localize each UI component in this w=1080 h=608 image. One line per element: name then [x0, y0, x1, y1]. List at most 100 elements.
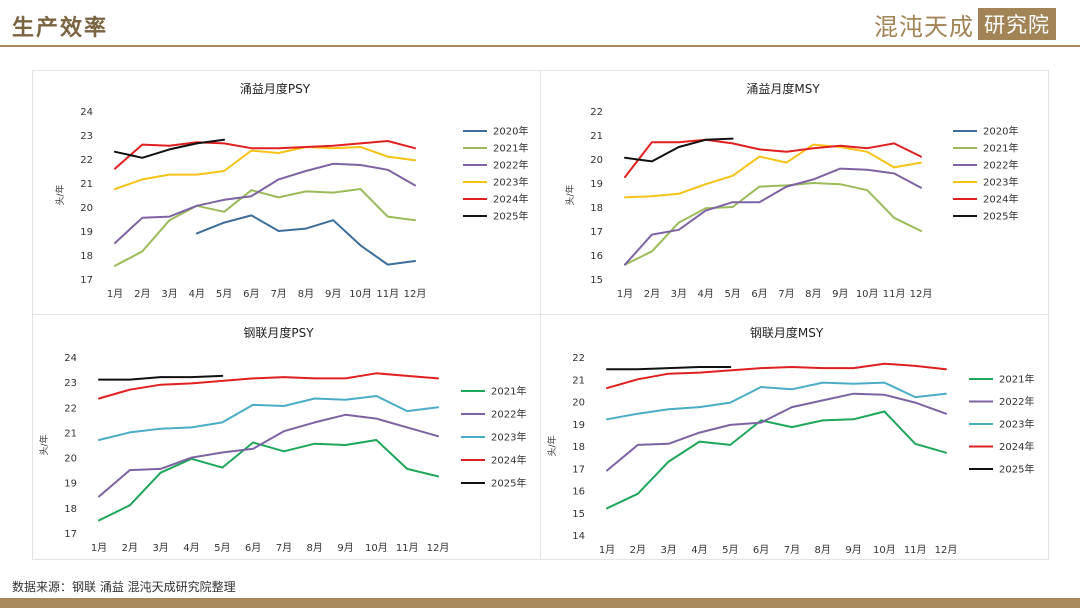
y-tick-label: 17 — [572, 464, 585, 475]
legend-entry: 2024年 — [999, 440, 1034, 453]
series-line-2021年 — [624, 182, 922, 266]
y-tick-label: 20 — [590, 155, 603, 166]
y-tick-label: 19 — [64, 479, 77, 490]
y-tick-label: 19 — [572, 420, 585, 431]
logo-text: 混沌天成 — [874, 12, 974, 41]
page-title: 生产效率 — [12, 15, 109, 41]
x-tick-label: 1月 — [617, 288, 633, 300]
x-tick-label: 3月 — [671, 288, 687, 300]
y-tick-label: 18 — [80, 251, 93, 262]
chart-ganglian-psy: 钢联月度PSY 17 18 19 20 21 22 23 24 头/年 1月 2月 3月 4月 5月 6月 7月… — [32, 314, 542, 560]
x-tick-label: 3月 — [660, 544, 676, 556]
x-tick-label: 1月 — [91, 542, 107, 554]
y-tick-label: 21 — [572, 375, 585, 386]
y-tick-label: 16 — [572, 487, 585, 498]
legend-entry: 2023年 — [491, 431, 526, 444]
legend-entry: 2021年 — [983, 142, 1018, 155]
y-tick-label: 22 — [572, 353, 585, 364]
y-tick-label: 23 — [80, 131, 93, 142]
y-tick-label: 21 — [590, 131, 603, 142]
x-tick-label: 11月 — [396, 542, 419, 554]
x-tick-label: 8月 — [815, 544, 831, 556]
y-tick-label: 21 — [64, 428, 77, 439]
series-line-2023年 — [606, 381, 947, 421]
series-line-2021年 — [98, 439, 439, 522]
legend-entry: 2022年 — [999, 395, 1034, 408]
x-tick-label: 12月 — [404, 288, 427, 300]
y-tick-label: 15 — [590, 275, 603, 286]
legend-entry: 2021年 — [491, 385, 526, 398]
y-tick-label: 22 — [590, 107, 603, 118]
series-line-2025年 — [114, 138, 226, 159]
x-tick-label: 6月 — [753, 544, 769, 556]
x-tick-label: 6月 — [243, 288, 259, 300]
x-tick-label: 5月 — [724, 288, 740, 300]
legend-entry: 2023年 — [983, 176, 1018, 189]
x-tick-label: 5月 — [722, 544, 738, 556]
y-tick-label: 20 — [80, 203, 93, 214]
series-line-2020年 — [195, 214, 416, 266]
x-tick-label: 5月 — [214, 542, 230, 554]
legend-entry: 2025年 — [491, 477, 526, 490]
x-tick-label: 10月 — [856, 288, 879, 300]
legend-entry: 2022年 — [983, 159, 1018, 172]
legend-entry: 2025年 — [493, 210, 528, 223]
y-tick-label: 21 — [80, 179, 93, 190]
x-tick-label: 7月 — [276, 542, 292, 554]
y-axis-label: 头/年 — [546, 435, 558, 456]
x-tick-label: 4月 — [691, 544, 707, 556]
y-tick-label: 17 — [64, 529, 77, 540]
x-tick-label: 3月 — [161, 288, 177, 300]
x-tick-label: 7月 — [270, 288, 286, 300]
x-tick-label: 12月 — [910, 288, 933, 300]
x-tick-label: 11月 — [883, 288, 906, 300]
x-tick-label: 11月 — [376, 288, 399, 300]
x-tick-label: 7月 — [784, 544, 800, 556]
footer-bar — [0, 598, 1080, 608]
y-tick-label: 19 — [80, 227, 93, 238]
x-tick-label: 9月 — [325, 288, 341, 300]
series-line-2021年 — [114, 188, 416, 267]
series-line-2024年 — [98, 372, 439, 400]
y-tick-label: 18 — [64, 504, 77, 515]
y-tick-label: 18 — [590, 203, 603, 214]
y-tick-label: 24 — [64, 353, 77, 364]
y-tick-label: 24 — [80, 107, 93, 118]
x-tick-label: 4月 — [189, 288, 205, 300]
x-tick-label: 12月 — [427, 542, 450, 554]
x-tick-label: 8月 — [805, 288, 821, 300]
series-line-2023年 — [98, 395, 439, 441]
x-tick-label: 2月 — [630, 544, 646, 556]
x-tick-label: 2月 — [134, 288, 150, 300]
y-tick-label: 22 — [64, 403, 77, 414]
chart-title: 钢联月度PSY — [243, 325, 314, 340]
x-tick-label: 10月 — [365, 542, 388, 554]
series-line-2022年 — [98, 413, 439, 498]
y-tick-label: 22 — [80, 155, 93, 166]
legend-entry: 2020年 — [983, 125, 1018, 138]
chart-title: 钢联月度MSY — [750, 325, 824, 340]
legend-entry: 2025年 — [983, 210, 1018, 223]
chart-ganglian-msy: 钢联月度MSY 14 15 16 17 18 19 20 21 22 头/年 1月 2月 3月 4月 5月 6月… — [540, 314, 1049, 560]
x-tick-label: 8月 — [307, 542, 323, 554]
x-tick-label: 7月 — [778, 288, 794, 300]
brand-logo: 混沌天成 研究院 — [874, 8, 1056, 41]
x-tick-label: 9月 — [845, 544, 861, 556]
y-axis-label: 头/年 — [54, 184, 66, 205]
legend-entry: 2024年 — [491, 454, 526, 467]
y-axis-label: 头/年 — [38, 434, 50, 455]
chart-yongyi-psy: 涌益月度PSY 17 18 19 20 21 22 23 24 头/年 1月 2月 3月 4月 5月 6月 7月… — [32, 70, 542, 316]
x-tick-label: 9月 — [337, 542, 353, 554]
logo-box-text: 研究院 — [978, 8, 1056, 40]
legend-entry: 2023年 — [493, 176, 528, 189]
chart-title: 涌益月度PSY — [240, 81, 311, 96]
y-tick-label: 20 — [64, 454, 77, 465]
chart-title: 涌益月度MSY — [746, 81, 820, 96]
series-line-2024年 — [606, 362, 947, 390]
data-source-note: 数据来源：钢联 涌益 混沌天成研究院整理 — [12, 580, 236, 594]
y-tick-label: 14 — [572, 531, 585, 542]
legend-entry: 2023年 — [999, 418, 1034, 431]
legend-entry: 2022年 — [493, 159, 528, 172]
y-tick-label: 19 — [590, 179, 603, 190]
y-tick-label: 15 — [572, 509, 585, 520]
